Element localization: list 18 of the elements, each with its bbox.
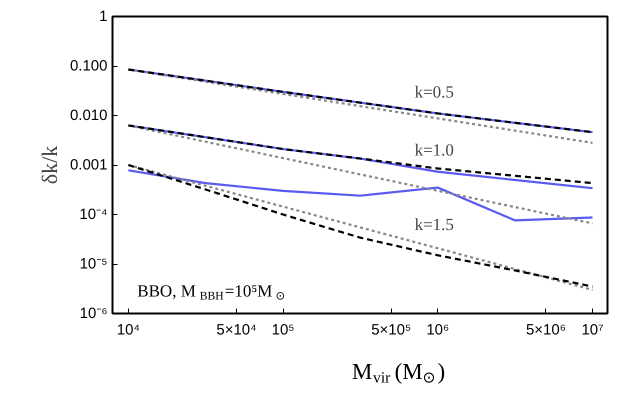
y-tick-label: 10⁻⁴	[79, 206, 108, 223]
y-tick-label: 0.010	[70, 107, 108, 124]
x-tick-label: 10⁷	[581, 322, 604, 338]
annotation: k=1.0	[414, 140, 454, 160]
annotation: k=1.5	[414, 214, 454, 234]
x-tick-label: 5×10⁵	[371, 322, 412, 338]
annotation: k=0.5	[414, 82, 454, 102]
x-tick-label: 10⁶	[426, 322, 450, 338]
x-tick-label: 5×10⁶	[526, 322, 566, 338]
x-tick-label: 5×10⁴	[216, 322, 257, 338]
y-tick-label: 10⁻⁵	[80, 256, 108, 272]
x-tick-label: 10⁴	[116, 322, 140, 338]
x-tick-label: 10⁵	[272, 322, 295, 338]
y-tick-label: 10⁻⁶	[80, 305, 108, 322]
y-tick-label: 0.100	[70, 58, 108, 74]
y-tick-label: 0.001	[70, 156, 108, 174]
y-tick-label: 1	[99, 8, 108, 25]
y-axis-title: δk/k	[36, 146, 62, 184]
